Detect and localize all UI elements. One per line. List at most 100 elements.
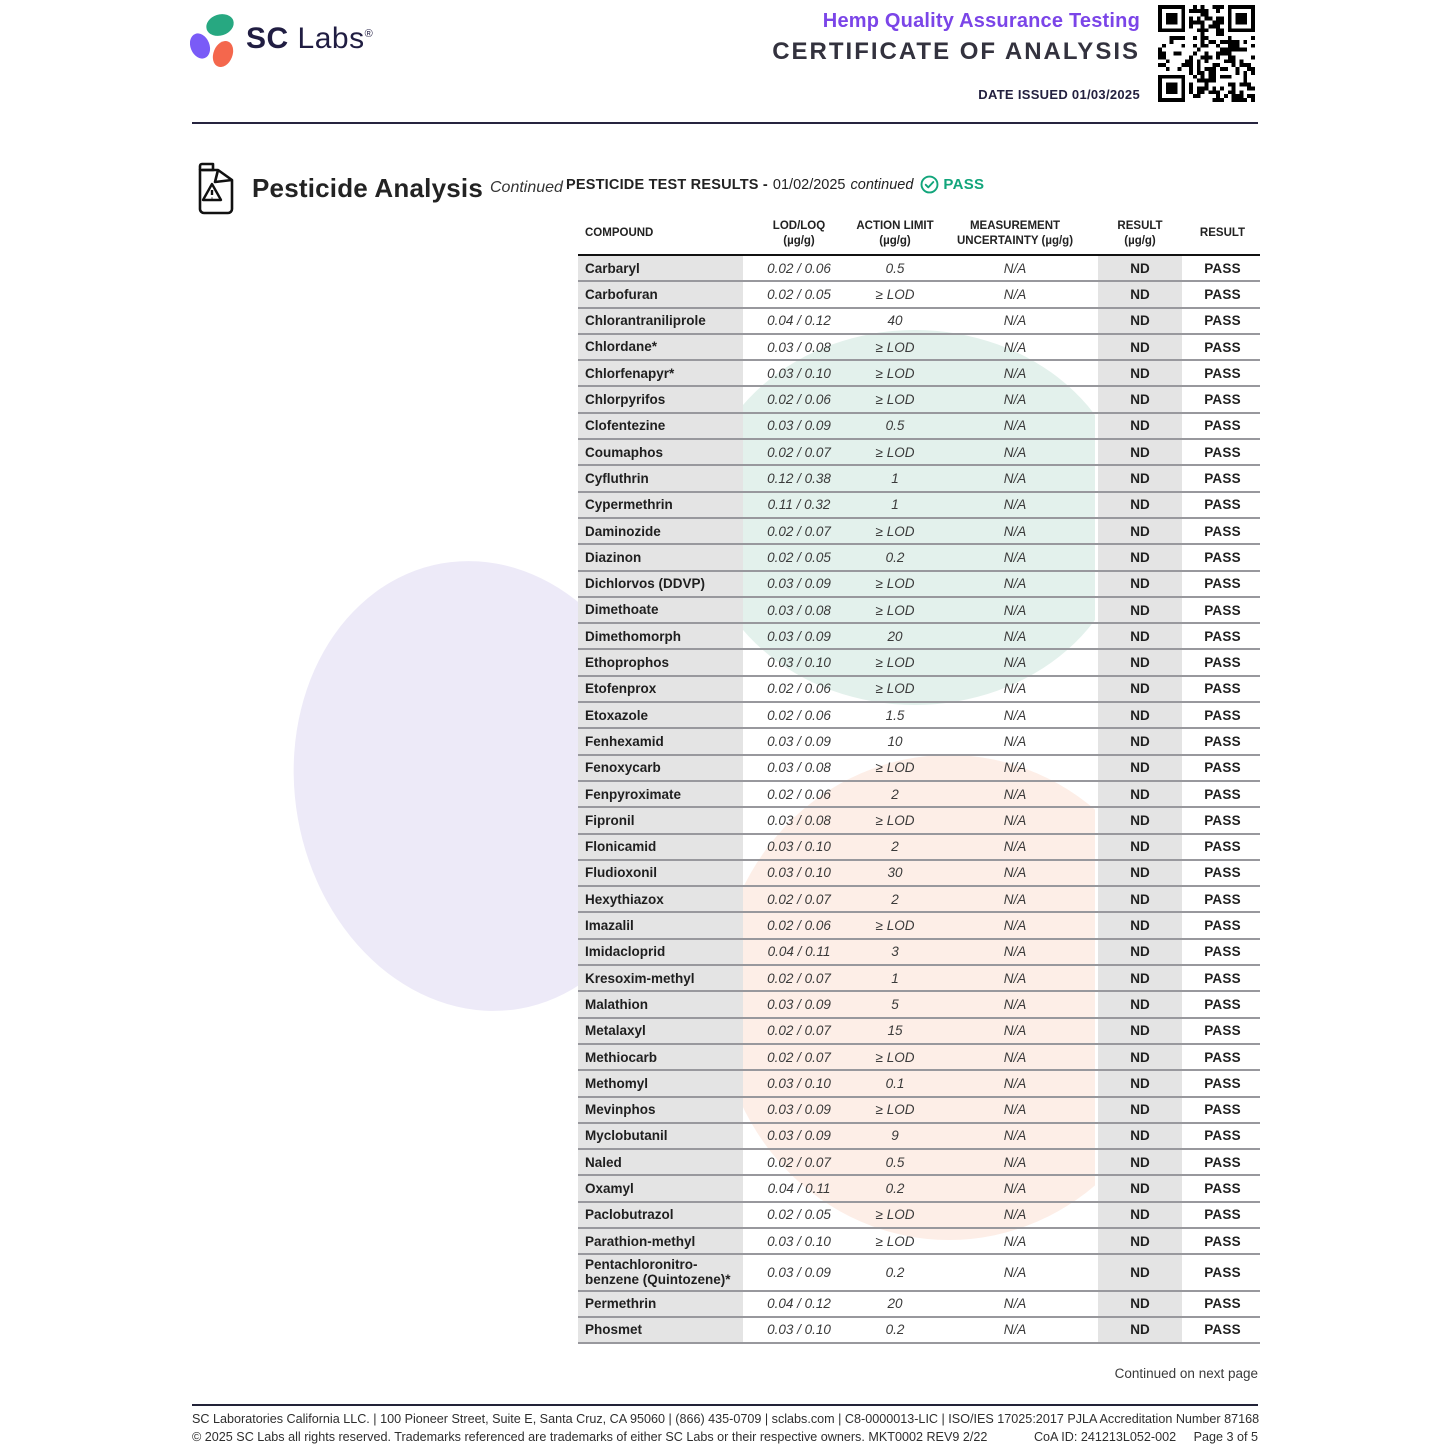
uncertainty-cell: N/A bbox=[1003, 1264, 1027, 1280]
status-cell: PASS bbox=[1204, 786, 1241, 802]
compound-cell: Fenhexamid bbox=[578, 729, 743, 754]
table-row: Ethoprophos 0.03 / 0.10 ≥ LOD N/A ND PAS… bbox=[578, 650, 1260, 677]
status-cell: PASS bbox=[1204, 1322, 1241, 1338]
lod-loq-cell: 0.03 / 0.09 bbox=[767, 628, 831, 644]
lod-loq-cell: 0.03 / 0.10 bbox=[767, 655, 831, 671]
action-limit-cell: 2 bbox=[891, 891, 899, 907]
compound-cell: Pentachloronitro-benzene (Quintozene)* bbox=[578, 1255, 743, 1290]
table-row: Oxamyl 0.04 / 0.11 0.2 N/A ND PASS bbox=[578, 1176, 1260, 1203]
action-limit-cell: 30 bbox=[887, 865, 903, 881]
compound-cell: Carbaryl bbox=[578, 256, 743, 281]
result-cell: ND bbox=[1095, 1202, 1185, 1227]
lod-loq-cell: 0.03 / 0.09 bbox=[767, 733, 831, 749]
lod-loq-cell: 0.02 / 0.06 bbox=[767, 681, 831, 697]
result-cell: ND bbox=[1095, 939, 1185, 965]
table-row: Etoxazole 0.02 / 0.06 1.5 N/A ND PASS bbox=[578, 703, 1260, 730]
result-cell: ND bbox=[1095, 1071, 1185, 1096]
table-row: Imazalil 0.02 / 0.06 ≥ LOD N/A ND PASS bbox=[578, 913, 1260, 940]
table-row: Carbofuran 0.02 / 0.05 ≥ LOD N/A ND PASS bbox=[578, 282, 1260, 309]
action-limit-cell: ≥ LOD bbox=[875, 760, 915, 776]
uncertainty-cell: N/A bbox=[1003, 339, 1027, 355]
result-cell: ND bbox=[1095, 808, 1185, 833]
lod-loq-cell: 0.03 / 0.10 bbox=[767, 1233, 831, 1249]
uncertainty-cell: N/A bbox=[1003, 1296, 1027, 1312]
lod-loq-cell: 0.02 / 0.05 bbox=[767, 1207, 831, 1223]
action-limit-cell: ≥ LOD bbox=[875, 918, 915, 934]
status-cell: PASS bbox=[1204, 1023, 1241, 1039]
column-header-compound: COMPOUND bbox=[585, 227, 654, 240]
compound-cell: Mevinphos bbox=[578, 1097, 743, 1122]
result-cell: ND bbox=[1095, 650, 1185, 675]
lod-loq-cell: 0.02 / 0.05 bbox=[767, 286, 831, 302]
status-cell: PASS bbox=[1204, 471, 1241, 487]
status-cell: PASS bbox=[1204, 1233, 1241, 1249]
uncertainty-cell: N/A bbox=[1003, 1049, 1027, 1065]
uncertainty-cell: N/A bbox=[1003, 523, 1027, 539]
table-body: Carbaryl 0.02 / 0.06 0.5 N/A ND PASS Car… bbox=[578, 256, 1260, 1345]
header-titles: Hemp Quality Assurance Testing CERTIFICA… bbox=[772, 10, 1140, 102]
table-row: Diazinon 0.02 / 0.05 0.2 N/A ND PASS bbox=[578, 545, 1260, 572]
uncertainty-cell: N/A bbox=[1003, 681, 1027, 697]
status-cell: PASS bbox=[1204, 1128, 1241, 1144]
action-limit-cell: 0.2 bbox=[885, 549, 905, 565]
action-limit-cell: 0.2 bbox=[885, 1264, 905, 1280]
status-cell: PASS bbox=[1204, 970, 1241, 986]
status-cell: PASS bbox=[1204, 812, 1241, 828]
compound-cell: Hexythiazox bbox=[578, 887, 743, 912]
result-cell: ND bbox=[1095, 308, 1185, 333]
result-cell: ND bbox=[1095, 755, 1185, 780]
uncertainty-cell: N/A bbox=[1003, 444, 1027, 460]
column-header-lod-loq: LOD/LOQ (µg/g) bbox=[772, 220, 826, 247]
uncertainty-cell: N/A bbox=[1003, 786, 1027, 802]
table-row: Fipronil 0.03 / 0.08 ≥ LOD N/A ND PASS bbox=[578, 808, 1260, 835]
result-cell: ND bbox=[1095, 1228, 1185, 1254]
lod-loq-cell: 0.03 / 0.09 bbox=[767, 1128, 831, 1144]
result-cell: ND bbox=[1095, 361, 1185, 386]
continued-on-next-page-note: Continued on next page bbox=[1114, 1366, 1258, 1381]
uncertainty-cell: N/A bbox=[1003, 707, 1027, 723]
status-cell: PASS bbox=[1204, 1264, 1241, 1280]
uncertainty-cell: N/A bbox=[1003, 260, 1027, 276]
lod-loq-cell: 0.02 / 0.06 bbox=[767, 392, 831, 408]
lod-loq-cell: 0.03 / 0.10 bbox=[767, 839, 831, 855]
status-cell: PASS bbox=[1204, 839, 1241, 855]
lod-loq-cell: 0.02 / 0.07 bbox=[767, 1023, 831, 1039]
uncertainty-cell: N/A bbox=[1003, 1128, 1027, 1144]
action-limit-cell: 10 bbox=[887, 733, 903, 749]
table-row: Permethrin 0.04 / 0.12 20 N/A ND PASS bbox=[578, 1291, 1260, 1318]
action-limit-cell: ≥ LOD bbox=[875, 286, 915, 302]
compound-cell: Paclobutrazol bbox=[578, 1202, 743, 1227]
status-cell: PASS bbox=[1204, 1102, 1241, 1118]
status-cell: PASS bbox=[1204, 339, 1241, 355]
action-limit-cell: 1 bbox=[891, 970, 899, 986]
status-cell: PASS bbox=[1204, 549, 1241, 565]
result-cell: ND bbox=[1095, 387, 1185, 412]
status-cell: PASS bbox=[1204, 733, 1241, 749]
table-row: Carbaryl 0.02 / 0.06 0.5 N/A ND PASS bbox=[578, 256, 1260, 283]
result-cell: ND bbox=[1095, 518, 1185, 544]
result-cell: ND bbox=[1095, 703, 1185, 728]
table-row: Parathion-methyl 0.03 / 0.10 ≥ LOD N/A N… bbox=[578, 1228, 1260, 1256]
status-cell: PASS bbox=[1204, 918, 1241, 934]
uncertainty-cell: N/A bbox=[1003, 418, 1027, 434]
result-cell: ND bbox=[1095, 256, 1185, 281]
action-limit-cell: ≥ LOD bbox=[875, 655, 915, 671]
status-cell: PASS bbox=[1204, 260, 1241, 276]
lod-loq-cell: 0.02 / 0.07 bbox=[767, 1154, 831, 1170]
table-row: Cypermethrin 0.11 / 0.32 1 N/A ND PASS bbox=[578, 492, 1260, 519]
result-cell: ND bbox=[1095, 1291, 1185, 1316]
table-row: Mevinphos 0.03 / 0.09 ≥ LOD N/A ND PASS bbox=[578, 1097, 1260, 1124]
footer-coa-page: CoA ID: 241213L052-002 Page 3 of 5 bbox=[1020, 1430, 1258, 1444]
table-row: Fenoxycarb 0.03 / 0.08 ≥ LOD N/A ND PASS bbox=[578, 755, 1260, 782]
footer-divider bbox=[192, 1404, 1258, 1406]
action-limit-cell: ≥ LOD bbox=[875, 576, 915, 592]
result-cell: ND bbox=[1095, 887, 1185, 912]
uncertainty-cell: N/A bbox=[1003, 1023, 1027, 1039]
lod-loq-cell: 0.11 / 0.32 bbox=[767, 497, 831, 513]
action-limit-cell: 0.2 bbox=[885, 1322, 905, 1338]
lod-loq-cell: 0.03 / 0.10 bbox=[767, 865, 831, 881]
compound-cell: Fipronil bbox=[578, 808, 743, 833]
lod-loq-cell: 0.03 / 0.08 bbox=[767, 339, 831, 355]
lod-loq-cell: 0.02 / 0.07 bbox=[767, 523, 831, 539]
